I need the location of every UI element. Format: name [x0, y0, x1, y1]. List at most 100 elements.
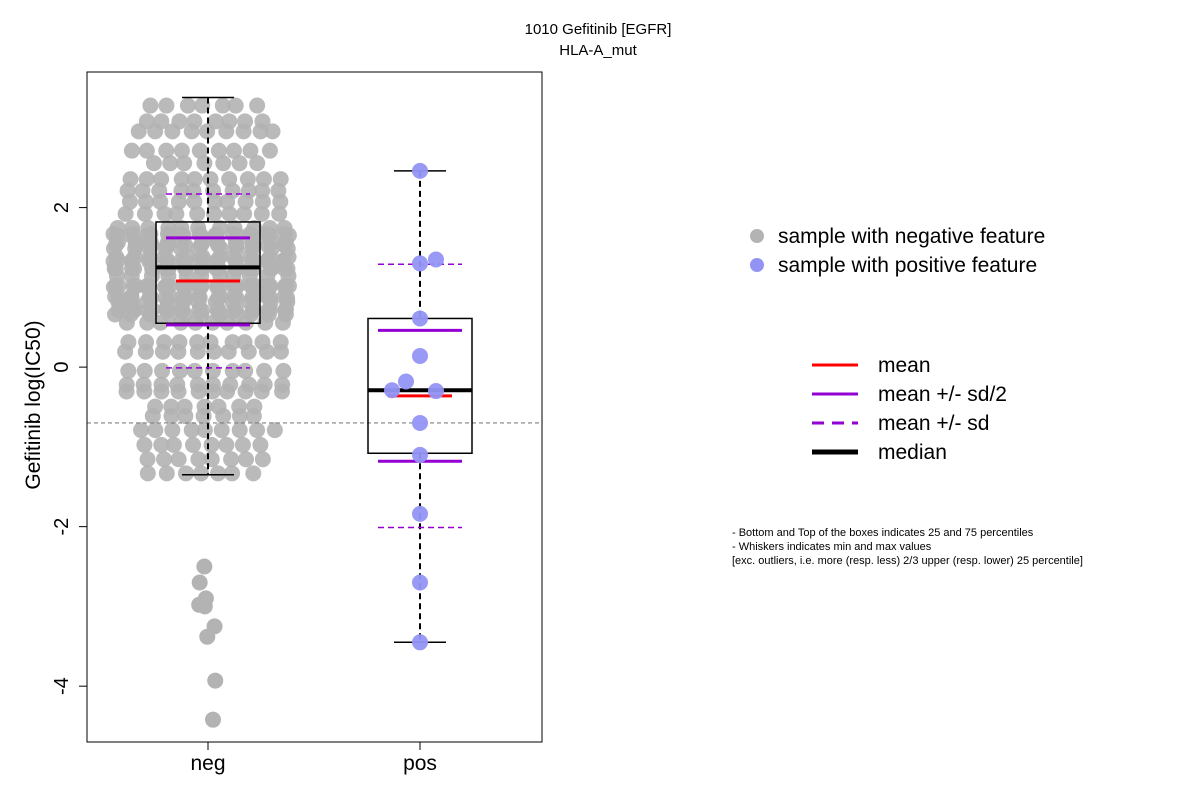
neg-point: [191, 142, 208, 159]
neg-point: [164, 422, 181, 439]
neg-point: [255, 171, 272, 188]
legend-point-label: sample with negative feature: [778, 225, 1045, 248]
neg-point: [228, 306, 245, 323]
neg-point: [105, 226, 122, 243]
neg-point: [183, 422, 200, 439]
neg-point: [162, 155, 179, 172]
neg-point: [196, 422, 213, 439]
neg-outlier-point: [199, 628, 216, 645]
y-tick-label: 0: [51, 362, 73, 373]
pos-point: [398, 373, 414, 390]
neg-point: [171, 334, 188, 351]
neg-point: [136, 436, 153, 453]
neg-point: [276, 226, 293, 243]
neg-point: [238, 451, 255, 468]
neg-point: [177, 306, 194, 323]
neg-point: [271, 205, 288, 222]
neg-point: [224, 334, 241, 351]
neg-point: [258, 226, 275, 243]
neg-point: [211, 306, 228, 323]
neg-point: [242, 306, 259, 323]
neg-point: [203, 451, 220, 468]
neg-point: [254, 334, 271, 351]
neg-point: [237, 113, 254, 130]
neg-point: [165, 436, 182, 453]
neg-point: [138, 113, 155, 130]
neg-point: [176, 155, 193, 172]
neg-point: [147, 422, 164, 439]
legend-point-marker: [750, 229, 764, 243]
neg-point: [210, 465, 227, 482]
neg-point: [240, 182, 257, 199]
neg-point: [142, 97, 159, 114]
legend-point-marker: [750, 258, 764, 272]
legend-line-label: mean +/- sd: [878, 412, 989, 435]
pos-point: [428, 251, 444, 268]
neg-point: [153, 113, 170, 130]
neg-point: [138, 142, 155, 159]
neg-point: [246, 398, 263, 415]
neg-outlier-point: [196, 558, 213, 575]
y-axis-label: Gefitinib log(IC50): [22, 320, 45, 489]
neg-point: [221, 113, 238, 130]
neg-point: [117, 205, 134, 222]
neg-point: [218, 436, 235, 453]
neg-point: [206, 205, 223, 222]
neg-point: [256, 362, 273, 379]
neg-point: [125, 226, 142, 243]
box-iqr: [367, 317, 473, 455]
pos-point: [412, 310, 428, 327]
pos-point: [412, 634, 428, 651]
neg-point: [154, 362, 171, 379]
pos-point: [428, 383, 444, 400]
neg-point: [242, 142, 259, 159]
neg-point: [224, 465, 241, 482]
neg-point: [254, 451, 271, 468]
neg-point: [169, 376, 186, 393]
pos-point: [412, 505, 428, 522]
legend-point-label: sample with positive feature: [778, 254, 1037, 277]
neg-point: [170, 451, 187, 468]
footnote-line: - Whiskers indicates min and max values: [732, 541, 932, 553]
neg-point: [272, 334, 289, 351]
neg-point: [136, 205, 153, 222]
neg-point: [224, 226, 241, 243]
neg-point: [139, 465, 156, 482]
neg-point: [196, 398, 213, 415]
neg-point: [145, 155, 162, 172]
neg-point: [249, 422, 266, 439]
pos-point: [412, 162, 428, 179]
neg-point: [193, 306, 210, 323]
neg-point: [189, 205, 206, 222]
neg-point: [189, 376, 206, 393]
pos-points: [384, 162, 444, 651]
neg-point: [120, 362, 137, 379]
neg-point: [231, 155, 248, 172]
neg-point: [224, 362, 241, 379]
neg-outlier-point: [204, 711, 221, 728]
neg-point: [231, 398, 248, 415]
neg-point: [261, 142, 278, 159]
pos-point: [412, 347, 428, 364]
neg-point: [210, 398, 227, 415]
neg-point: [189, 334, 206, 351]
plot-area: -4 -2 0 2 neg pos: [51, 96, 542, 775]
neg-point: [161, 306, 178, 323]
neg-point: [139, 451, 156, 468]
neg-point: [173, 226, 190, 243]
pos-point: [412, 255, 428, 272]
neg-point: [234, 436, 251, 453]
neg-point: [241, 376, 258, 393]
neg-point: [191, 226, 208, 243]
neg-point: [227, 97, 244, 114]
neg-point: [171, 362, 188, 379]
neg-point: [225, 142, 242, 159]
y-tick-label: -2: [51, 518, 73, 536]
neg-point: [215, 155, 232, 172]
neg-point: [214, 97, 231, 114]
plot-frame: [86, 71, 543, 743]
x-tick-label-pos: pos: [403, 752, 437, 775]
neg-point: [222, 376, 239, 393]
footnote-line: - Bottom and Top of the boxes indicates …: [732, 527, 1034, 539]
